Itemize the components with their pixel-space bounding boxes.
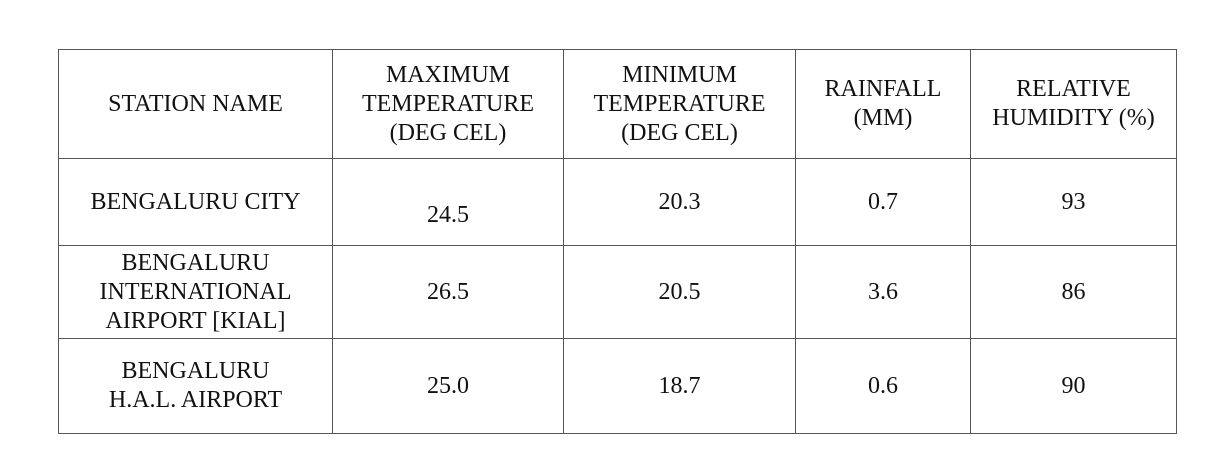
min-temperature-cell: 18.7	[563, 338, 796, 434]
max-temperature-cell: 26.5	[332, 245, 564, 339]
table-row: BENGALURU CITY 24.5 20.3 0.7 93	[58, 158, 1177, 246]
table-row: BENGALURU H.A.L. AIRPORT 25.0 18.7 0.6 9…	[58, 338, 1177, 434]
humidity-cell: 86	[970, 245, 1177, 339]
min-temperature-cell: 20.3	[563, 158, 796, 246]
table-body: BENGALURU CITY 24.5 20.3 0.7 93 BENGALUR…	[58, 158, 1177, 434]
humidity-cell: 93	[970, 158, 1177, 246]
min-temperature-cell: 20.5	[563, 245, 796, 339]
max-temperature-cell: 25.0	[332, 338, 564, 434]
station-name-cell: BENGALURU H.A.L. AIRPORT	[58, 338, 333, 434]
rainfall-cell: 0.7	[795, 158, 971, 246]
table-header: STATION NAME MAXIMUM TEMPERATURE (DEG CE…	[58, 49, 1177, 159]
header-row: STATION NAME MAXIMUM TEMPERATURE (DEG CE…	[58, 49, 1177, 159]
station-name-cell: BENGALURU CITY	[58, 158, 333, 246]
station-name-cell: BENGALURU INTERNATIONAL AIRPORT [KIAL]	[58, 245, 333, 339]
rainfall-cell: 3.6	[795, 245, 971, 339]
header-relative-humidity: RELATIVE HUMIDITY (%)	[970, 49, 1177, 159]
header-maximum-temperature: MAXIMUM TEMPERATURE (DEG CEL)	[332, 49, 564, 159]
table-row: BENGALURU INTERNATIONAL AIRPORT [KIAL] 2…	[58, 245, 1177, 339]
header-minimum-temperature: MINIMUM TEMPERATURE (DEG CEL)	[563, 49, 796, 159]
humidity-cell: 90	[970, 338, 1177, 434]
max-temperature-value: 24.5	[427, 201, 469, 228]
header-station-name: STATION NAME	[58, 49, 333, 159]
rainfall-cell: 0.6	[795, 338, 971, 434]
header-rainfall: RAINFALL (MM)	[795, 49, 971, 159]
weather-table: STATION NAME MAXIMUM TEMPERATURE (DEG CE…	[58, 49, 1177, 434]
max-temperature-cell: 24.5	[332, 158, 564, 246]
